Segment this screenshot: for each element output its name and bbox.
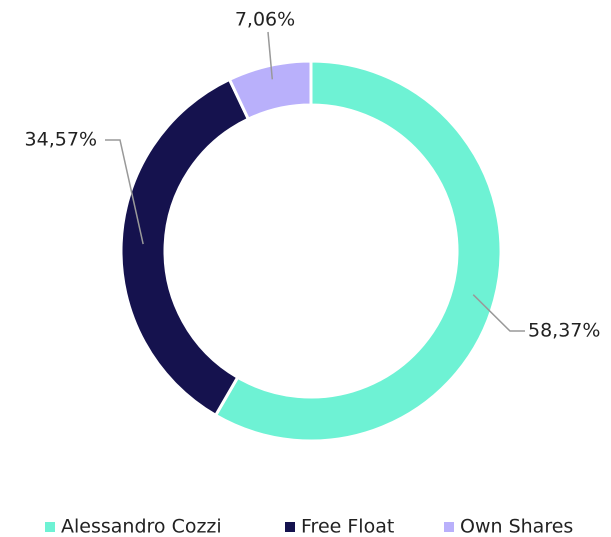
legend-swatch bbox=[285, 522, 295, 532]
donut-segment bbox=[227, 59, 313, 122]
leader-line bbox=[472, 294, 525, 332]
donut-segment bbox=[213, 59, 503, 443]
leader-line bbox=[267, 31, 274, 80]
data-label: 34,57% bbox=[25, 129, 97, 151]
legend-swatch bbox=[444, 522, 454, 532]
legend-label: Alessandro Cozzi bbox=[61, 516, 222, 537]
legend-label: Own Shares bbox=[460, 516, 573, 537]
data-label: 58,37% bbox=[528, 320, 600, 342]
data-label: 7,06% bbox=[235, 9, 295, 31]
leader-line bbox=[105, 139, 144, 245]
legend-label: Free Float bbox=[301, 516, 394, 537]
legend-swatch bbox=[45, 522, 55, 532]
donut-segment bbox=[119, 77, 251, 418]
